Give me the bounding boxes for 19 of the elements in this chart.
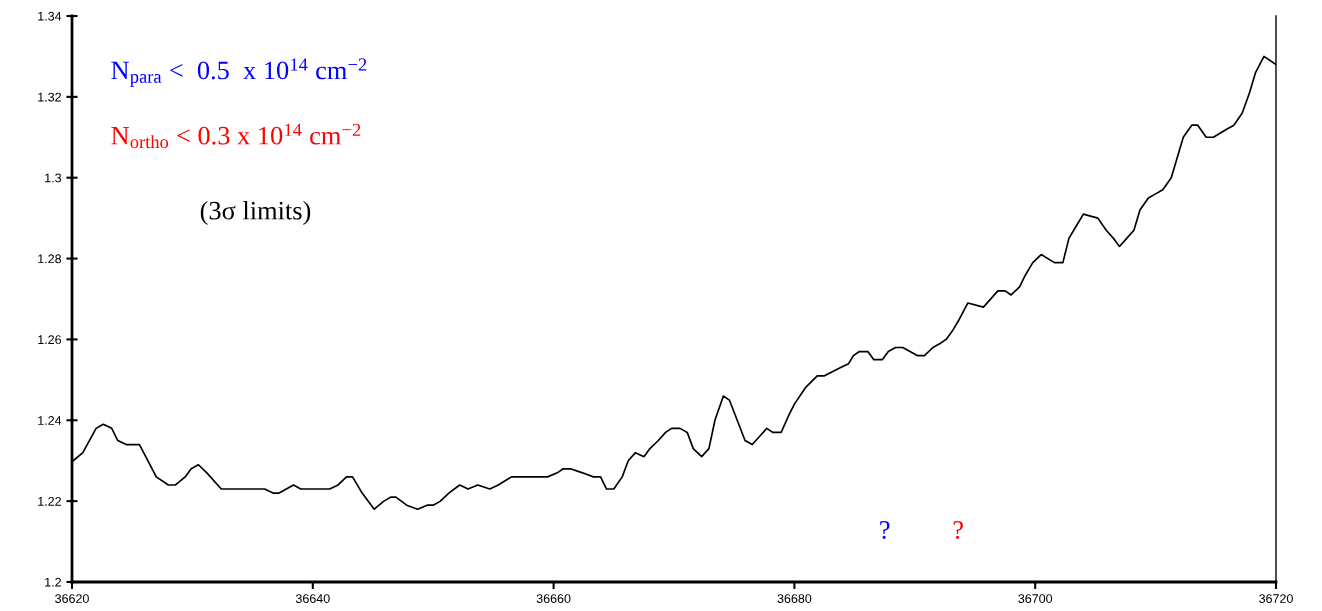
x-tick-label: 36700 (1018, 594, 1053, 603)
y-tick-label: 1.26 (38, 335, 62, 345)
y-tick-label: 1.24 (38, 416, 62, 425)
x-tick-label: 36660 (536, 594, 571, 603)
x-tick-label: 36680 (777, 594, 812, 603)
annotation: N$_{para}$ < 0.5 x 10$^{14}$ cm$^{−2}$ (111, 58, 367, 87)
x-tick-label: 36620 (55, 594, 89, 603)
y-tick-label: 1.2 (45, 577, 61, 587)
y-tick-label: 1.28 (38, 254, 62, 264)
annotation: N$_{ortho}$ < 0.3 x 10$^{14}$ cm$^{−2}$ (111, 123, 361, 149)
x-tick-label: 36640 (295, 594, 330, 603)
annotation: ? (880, 521, 890, 539)
y-tick-label: 1.34 (38, 11, 62, 21)
y-tick-label: 1.32 (38, 92, 61, 102)
annotation: (3σ limits) (200, 201, 311, 225)
x-tick-label: 36720 (1259, 594, 1293, 603)
y-tick-label: 1.3 (45, 173, 62, 183)
y-tick-label: 1.22 (38, 496, 61, 506)
annotation: ? (953, 521, 963, 539)
